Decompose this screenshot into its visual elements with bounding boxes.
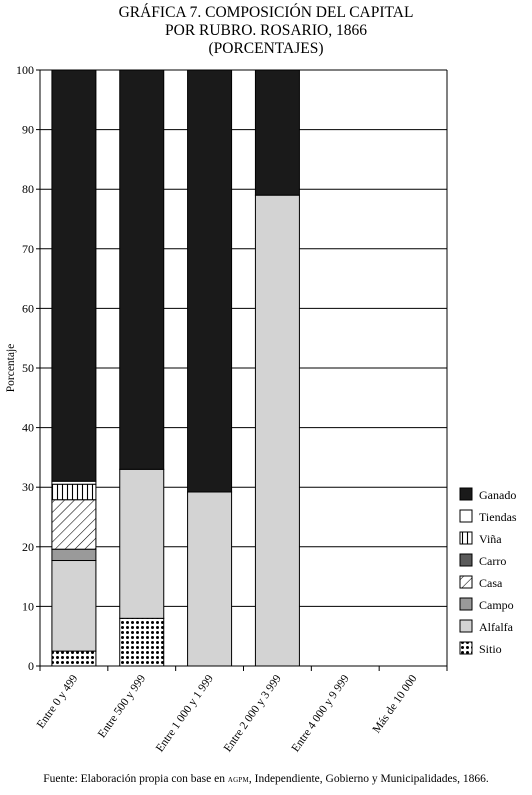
legend-label-viña: Viña <box>479 532 502 546</box>
bar-segment-ganado <box>51 69 97 482</box>
stacked-bar-chart: 0 10 20 30 40 50 60 70 80 90 100 Entre 0 y 499 Entre… <box>5 63 517 755</box>
source-prefix: Fuente: Elaboración propia con base en <box>43 773 228 785</box>
legend-label-carro: Carro <box>479 554 506 568</box>
x-tick-label: Entre 500 y 999 <box>96 673 148 741</box>
chart-title-line-2: POR RUBRO. ROSARIO, 1866 <box>165 22 367 39</box>
bar-segment-ganado <box>187 69 233 493</box>
bar-segment-casa <box>51 499 97 550</box>
legend-layer: Ganado Tiendas Viña Carro Casa Campo Alfalfa Si… <box>459 487 517 656</box>
x-tick-label: Entre 1 000 y 1 999 <box>154 673 216 755</box>
legend-swatch-ganado <box>459 487 473 501</box>
source-suffix: , Independiente, Gobierno y Municipalida… <box>248 773 489 785</box>
y-tick-label: 100 <box>16 63 34 77</box>
y-tick-label: 50 <box>22 361 34 375</box>
bar-segment-alfalfa <box>187 491 233 667</box>
legend-swatch-viña <box>459 531 473 545</box>
legend-swatch-casa <box>459 575 473 589</box>
bar-segment-sitio <box>119 617 165 667</box>
bar-segment-viña <box>51 483 97 501</box>
bar-segment-alfalfa <box>51 560 97 652</box>
y-tick-label: 60 <box>22 301 34 315</box>
chart-title-line-3: (PORCENTAJES) <box>208 40 324 57</box>
legend-label-ganado: Ganado <box>479 488 516 502</box>
source-agpm: agpm <box>227 774 249 785</box>
legend-swatch-alfalfa <box>459 619 473 633</box>
bar-segment-alfalfa <box>119 468 165 619</box>
y-tick-label: 30 <box>22 480 34 494</box>
y-tick-label: 20 <box>22 540 34 554</box>
legend-label-sitio: Sitio <box>479 642 502 656</box>
y-tick-label: 90 <box>22 123 34 137</box>
x-tick-label: Entre 0 y 499 <box>35 673 81 731</box>
legend-label-tiendas: Tiendas <box>479 510 517 524</box>
legend-swatch-campo <box>459 597 473 611</box>
bar-segment-sitio <box>51 650 97 667</box>
y-tick-label: 0 <box>28 659 34 673</box>
grid-layer <box>40 69 447 607</box>
legend-swatch-sitio <box>459 641 473 655</box>
bar-segment-alfalfa <box>254 194 300 667</box>
y-tick-label: 10 <box>22 599 34 613</box>
bars-layer <box>51 69 300 667</box>
chart-title-line-1: GRÁFICA 7. COMPOSICIÓN DEL CAPITAL <box>118 4 414 21</box>
legend-swatch-tiendas <box>459 509 473 523</box>
legend-label-campo: Campo <box>479 598 514 612</box>
legend-swatch-carro <box>459 553 473 567</box>
x-tick-label: Entre 4 000 y 9 999 <box>290 673 352 755</box>
source-note: Fuente: Elaboración propia con base en a… <box>0 773 532 785</box>
y-tick-label: 70 <box>22 242 34 256</box>
x-tick-label: Entre 2 000 y 3 999 <box>222 673 284 755</box>
y-axis-label: Porcentaje <box>5 344 17 393</box>
bar-segment-ganado <box>119 69 165 470</box>
legend-label-alfalfa: Alfalfa <box>479 620 514 634</box>
x-tick-label: Más de 10 000 <box>371 673 420 736</box>
y-tick-label: 40 <box>22 421 34 435</box>
chart-title: GRÁFICA 7. COMPOSICIÓN DEL CAPITAL POR R… <box>0 4 532 58</box>
bar-segment-ganado <box>254 69 300 196</box>
legend-label-casa: Casa <box>479 576 503 590</box>
y-tick-label: 80 <box>22 182 34 196</box>
bar-segment-campo <box>51 548 97 562</box>
